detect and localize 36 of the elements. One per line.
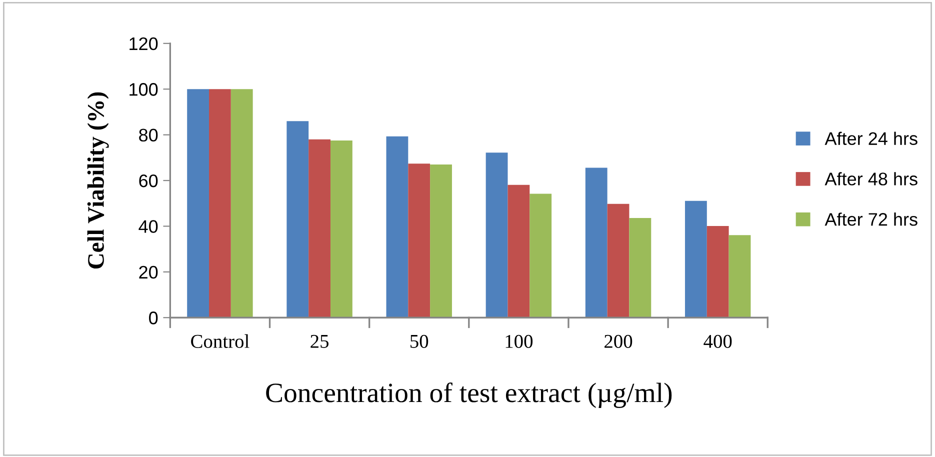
y-tick-label: 60: [139, 174, 158, 188]
legend-label: After 24 hrs: [824, 132, 918, 146]
bar: [684, 200, 707, 318]
legend-label: After 72 hrs: [824, 212, 918, 226]
bar: [330, 140, 352, 318]
bar: [530, 194, 552, 318]
x-tick-label: 100: [506, 334, 533, 348]
x-tick-label: 25: [310, 334, 328, 348]
y-tick-label: 120: [130, 37, 158, 50]
bar: [286, 121, 309, 318]
bar: [585, 168, 608, 318]
bar: [230, 89, 253, 318]
bar: [408, 164, 430, 318]
bar: [486, 152, 508, 318]
bar: [430, 164, 452, 318]
bar: [308, 139, 330, 318]
bar: [607, 204, 630, 318]
x-tick-label: 50: [410, 334, 428, 348]
y-tick-label: 0: [149, 312, 158, 324]
bar: [728, 235, 751, 318]
x-axis-title: Concentration of test extract (µg/ml): [266, 382, 672, 408]
legend-label: After 48 hrs: [824, 172, 918, 186]
bar: [629, 218, 652, 318]
y-tick-label: 100: [130, 83, 158, 96]
bar: [386, 136, 408, 318]
bar: [209, 89, 231, 318]
bar: [508, 184, 530, 318]
y-tick-label: 20: [139, 266, 158, 279]
bar: [706, 226, 729, 318]
x-tick-label: 400: [704, 334, 732, 348]
bar: [187, 89, 210, 318]
y-tick-label: 80: [139, 128, 158, 142]
y-axis-title: Cell Viability (%): [87, 92, 109, 269]
y-tick-label: 40: [138, 220, 158, 233]
x-tick-label: 200: [604, 334, 632, 348]
x-tick-label: Control: [191, 334, 250, 348]
